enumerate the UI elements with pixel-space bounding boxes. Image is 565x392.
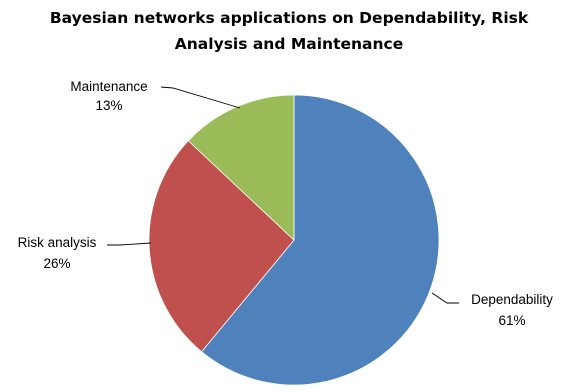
pie-slice-dependability [201, 94, 440, 386]
slice-percent-maintenance: 13% [95, 98, 122, 113]
pie-slice-risk-analysis [148, 140, 295, 353]
slice-percent-risk-analysis: 26% [43, 256, 70, 271]
leader-lines [107, 86, 459, 304]
leader-line-maintenance [160, 86, 241, 109]
pie-slices [148, 94, 440, 386]
chart-title-line-1: Bayesian networks applications on Depend… [50, 9, 529, 27]
leader-line-risk-analysis [107, 242, 152, 246]
slice-label-dependability: Dependability [471, 292, 553, 307]
leader-line-dependability [431, 292, 459, 304]
slice-label-risk-analysis: Risk analysis [18, 235, 97, 250]
slice-percent-dependability: 61% [498, 313, 525, 328]
chart-title-line-2: Analysis and Maintenance [175, 35, 403, 53]
slice-label-maintenance: Maintenance [70, 79, 147, 94]
